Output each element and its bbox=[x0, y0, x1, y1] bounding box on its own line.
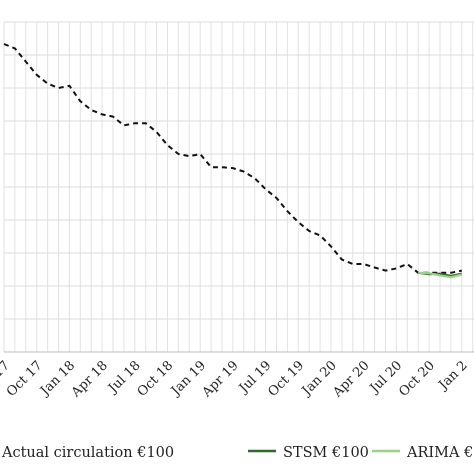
x-tick-label: Oct 18 bbox=[135, 358, 177, 400]
x-tick-label: Oct 20 bbox=[396, 358, 438, 400]
x-tick-label: Apr 19 bbox=[199, 358, 242, 401]
legend-label: ARIMA € bbox=[406, 445, 473, 461]
chart-legend: Actual circulation €100 STSM €100 ARIMA € bbox=[1, 445, 473, 461]
x-tick-label: Jan 2 bbox=[435, 358, 471, 394]
x-tick-label: Apr 20 bbox=[330, 358, 373, 401]
legend-label: Actual circulation €100 bbox=[1, 445, 174, 461]
legend-label: STSM €100 bbox=[283, 445, 369, 461]
series-line-2 bbox=[418, 271, 463, 279]
chart-grid bbox=[3, 21, 474, 353]
chart-series bbox=[3, 43, 463, 279]
x-tick-label: Oct 19 bbox=[266, 358, 308, 400]
x-tick-label: Apr 18 bbox=[68, 358, 111, 401]
x-tick-label: Oct 17 bbox=[4, 358, 46, 400]
